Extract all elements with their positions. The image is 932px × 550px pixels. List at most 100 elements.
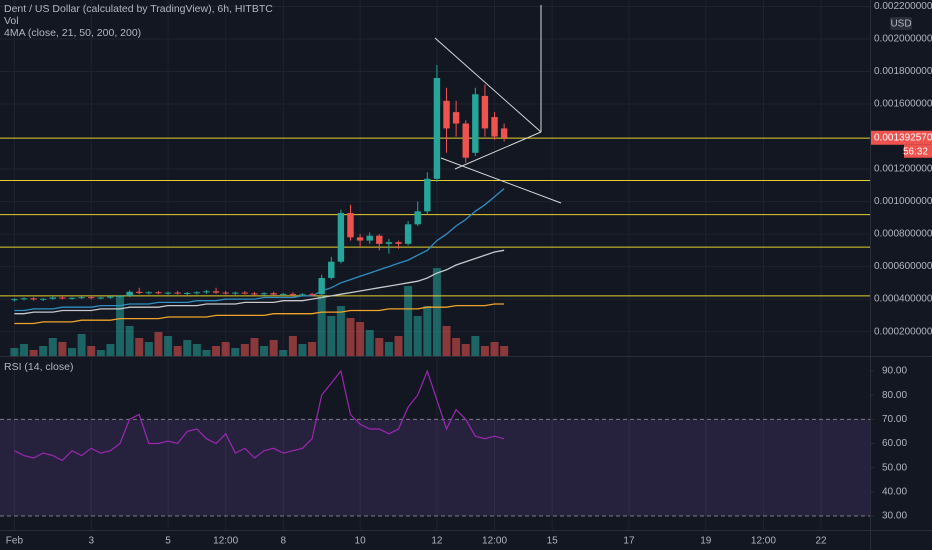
volume-bar	[231, 348, 240, 356]
y-tick-label: 0.00080000000	[874, 229, 932, 240]
candle-body	[203, 291, 210, 293]
candle-body	[232, 292, 239, 294]
currency-box[interactable]	[890, 17, 912, 30]
volume-bar	[68, 348, 77, 356]
x-tick-label: 3	[88, 536, 94, 547]
candle-body	[443, 100, 450, 129]
volume-bar	[404, 286, 413, 356]
volume-bar	[260, 346, 269, 356]
volume-bar	[423, 306, 432, 356]
candle-body	[308, 294, 316, 296]
volume-bar	[183, 340, 192, 356]
candle-body	[472, 94, 479, 153]
volume-bar	[212, 346, 221, 356]
x-tick-label: 10	[355, 536, 367, 547]
candle-body	[40, 298, 47, 300]
candle-body	[433, 78, 441, 179]
y-tick-label: 0.00060000000	[874, 261, 932, 272]
plot	[0, 65, 870, 462]
volume-bar	[365, 330, 374, 356]
candle-body	[193, 292, 201, 294]
x-tick-label: 12:00	[482, 536, 507, 547]
volume-bar	[346, 318, 355, 356]
currency[interactable]: USD	[890, 19, 911, 30]
volume-bar	[221, 342, 230, 356]
volume-bar	[173, 346, 182, 356]
candle-body	[145, 292, 153, 294]
candle-body	[107, 296, 114, 298]
volume-bar	[384, 342, 393, 356]
volume-bar	[490, 342, 499, 356]
candle-body	[347, 212, 354, 238]
labels: 0.00220000000 0.00200000000 0.00180000000 0…	[6, 1, 932, 547]
candle-body	[280, 293, 287, 295]
drawings	[434, 5, 562, 204]
volume-bar	[202, 350, 211, 356]
candle-body	[59, 297, 66, 299]
last-price-label: 0.00139257093	[874, 132, 932, 143]
moving-average	[14, 249, 505, 315]
volume-bar	[269, 340, 278, 356]
volume-legend[interactable]: Vol	[4, 15, 19, 27]
volume-bar	[48, 338, 57, 356]
volume-bar	[77, 334, 86, 356]
candle-body	[356, 237, 364, 241]
candle-body	[481, 95, 489, 129]
candle-body	[299, 294, 306, 296]
candle-body	[251, 293, 258, 295]
candle-body	[68, 297, 76, 299]
trend-line	[440, 157, 562, 204]
y-tick-label: 0.00100000000	[874, 196, 932, 207]
x-tick-label: 19	[700, 536, 712, 547]
volume-bar	[375, 338, 384, 356]
rsi-line	[14, 369, 505, 462]
volume-bar	[298, 344, 307, 356]
trend-line	[454, 131, 542, 170]
symbol-title[interactable]: Dent / US Dollar (calculated by TradingV…	[4, 3, 273, 15]
candle-body	[500, 128, 508, 138]
candle-body	[164, 292, 172, 294]
y-tick-label: 0.00160000000	[874, 99, 932, 110]
volume-bar	[356, 322, 365, 356]
candle-body	[116, 295, 124, 297]
volume-bar	[471, 336, 480, 356]
x-tick-label: Feb	[6, 536, 24, 547]
candle-body	[49, 297, 57, 299]
volume-bar	[39, 346, 48, 356]
y-tick-label: 30.00	[882, 511, 907, 522]
y-tick-label: 0.00020000000	[874, 326, 932, 337]
volume-bar	[336, 306, 345, 356]
volume-bar	[154, 332, 163, 356]
countdown: 56:32	[903, 146, 928, 157]
volume-bar	[452, 338, 461, 356]
volume-bar	[106, 344, 115, 356]
volume-bar	[192, 344, 201, 356]
volume-bar	[327, 316, 336, 356]
candle-body	[241, 292, 249, 294]
volume-bar	[279, 350, 288, 356]
x-tick-label: 22	[815, 536, 827, 547]
x-tick-label: 8	[280, 536, 286, 547]
candle-body	[337, 212, 345, 262]
candle-body	[97, 297, 105, 299]
rsi-legend[interactable]: RSI (14, close)	[4, 361, 73, 373]
y-tick-label: 0.00120000000	[874, 164, 932, 175]
candle-body	[385, 242, 393, 244]
volume-bar	[58, 342, 67, 356]
volume-bar	[20, 344, 29, 356]
y-tick-label: 70.00	[882, 414, 907, 425]
candle-body	[184, 292, 191, 294]
last-price-box	[871, 130, 932, 145]
volume-bar	[250, 338, 259, 356]
x-tick-label: 15	[547, 536, 559, 547]
volume-bar	[480, 346, 489, 356]
candle-body	[491, 117, 498, 137]
x-tick-label: 12:00	[213, 536, 238, 547]
ma-legend[interactable]: 4MA (close, 21, 50, 200, 200)	[4, 27, 141, 39]
volume-bar	[164, 336, 173, 356]
x-tick-label: 12:00	[751, 536, 776, 547]
y-tick-label: 60.00	[882, 438, 907, 449]
x-tick-label: 17	[623, 536, 635, 547]
